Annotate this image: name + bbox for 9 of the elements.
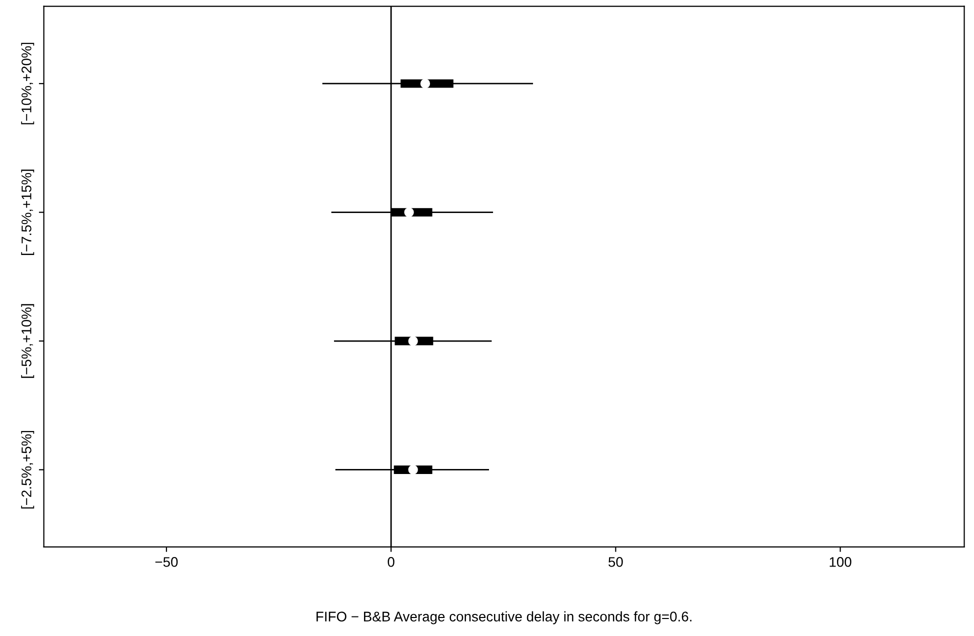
y-tick-label: [−7.5%,+15%]: [21, 170, 34, 255]
x-tick-label: 100: [830, 557, 852, 567]
y-tick-label: [−10%,+20%]: [21, 42, 34, 124]
y-tick-label: [−5%,+10%]: [21, 304, 34, 378]
x-tick-label: 50: [608, 557, 623, 567]
y-tick-label: [−2.5%,+5%]: [21, 430, 34, 509]
x-axis-title: FIFO − B&B Average consecutive delay in seconds for g=0.6.: [316, 611, 692, 624]
x-tick-label: 0: [388, 557, 394, 567]
x-tick-label: −50: [155, 557, 178, 567]
